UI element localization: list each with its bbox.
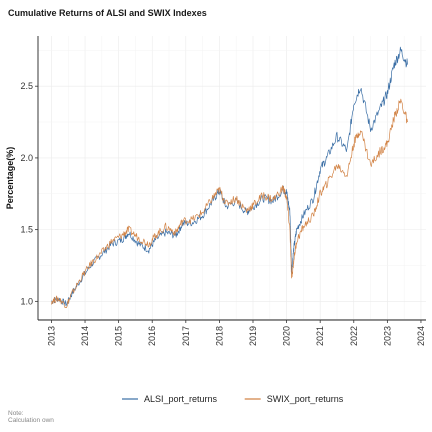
x-tick-label: 2013 bbox=[46, 326, 56, 346]
legend: ALSI_port_returns SWIX_port_returns bbox=[122, 394, 344, 404]
legend-label-ALSI_port_returns: ALSI_port_returns bbox=[144, 394, 218, 404]
x-tick-label: 2017 bbox=[181, 326, 191, 346]
note: Note: Calculation own bbox=[8, 410, 54, 424]
x-tick-label: 2016 bbox=[147, 326, 157, 346]
grid-layer bbox=[38, 36, 426, 320]
axes-layer: 1.0 1.5 2.0 2.5 2013 2014 2015 2016 2017 2018 2019… bbox=[20, 36, 426, 346]
y-tick-label: 2.0 bbox=[20, 153, 33, 163]
chart-title: Cumulative Returns of ALSI and SWIX Inde… bbox=[8, 8, 207, 18]
x-tick-label: 2015 bbox=[114, 326, 124, 346]
y-tick-label: 1.5 bbox=[20, 225, 33, 235]
note-label: Note: bbox=[8, 410, 24, 417]
y-tick-label: 2.5 bbox=[20, 81, 33, 91]
x-tick-label: 2014 bbox=[80, 326, 90, 346]
x-tick-label: 2021 bbox=[315, 326, 325, 346]
y-axis-title: Percentage(%) bbox=[5, 147, 15, 210]
x-tick-label: 2024 bbox=[416, 326, 426, 346]
y-tick-label: 1.0 bbox=[20, 296, 33, 306]
note-text: Calculation own bbox=[8, 417, 54, 424]
series-layer bbox=[51, 46, 408, 309]
series-line-SWIX_port_returns bbox=[51, 98, 408, 309]
legend-label-SWIX_port_returns: SWIX_port_returns bbox=[267, 394, 344, 404]
series-line-ALSI_port_returns bbox=[51, 46, 408, 307]
x-tick-label: 2019 bbox=[248, 326, 258, 346]
x-tick-label: 2018 bbox=[214, 326, 224, 346]
x-tick-label: 2023 bbox=[382, 326, 392, 346]
x-tick-label: 2020 bbox=[282, 326, 292, 346]
x-tick-label: 2022 bbox=[349, 326, 359, 346]
